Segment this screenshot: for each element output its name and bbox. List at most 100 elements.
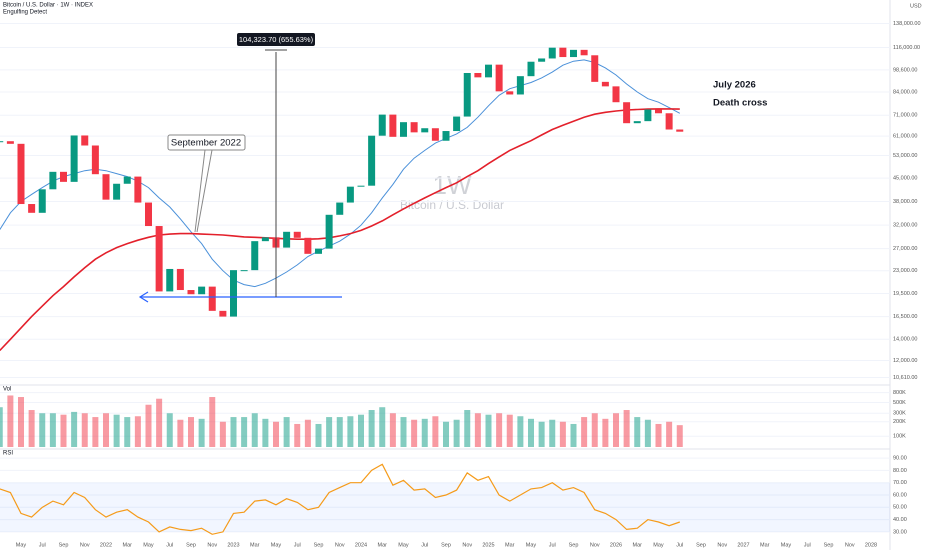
- volume-bar: [517, 416, 524, 447]
- x-tick-label: Sep: [824, 542, 834, 548]
- candle: [70, 135, 78, 182]
- y-tick-label: 12,000.00: [893, 358, 917, 364]
- candle: [28, 204, 36, 213]
- y-tick-label: 80.00: [893, 468, 907, 474]
- volume-bar: [453, 419, 460, 447]
- candle: [102, 174, 110, 200]
- y-tick-label: 71,000.00: [893, 113, 917, 119]
- x-tick-label: 2028: [865, 542, 877, 548]
- x-tick-label: Sep: [314, 542, 324, 548]
- volume-bar: [464, 410, 471, 447]
- candle: [633, 121, 641, 124]
- candle: [559, 47, 567, 58]
- candle: [17, 143, 25, 205]
- watermark-symbol: Bitcoin / U.S. Dollar: [400, 198, 504, 212]
- volume-bar: [559, 421, 566, 447]
- x-tick-label: 2022: [100, 542, 112, 548]
- x-tick-label: May: [16, 542, 27, 548]
- candle: [166, 268, 174, 292]
- candle: [612, 86, 620, 103]
- x-tick-label: Nov: [80, 542, 90, 548]
- y-tick-label: 50.00: [893, 505, 907, 511]
- volume-bar: [28, 410, 35, 447]
- candle: [357, 185, 365, 187]
- volume-bar: [538, 421, 545, 447]
- volume-bar: [591, 413, 598, 447]
- candle: [378, 114, 386, 136]
- volume-bar: [294, 423, 301, 447]
- x-tick-label: Mar: [760, 542, 770, 548]
- volume-bar: [39, 413, 46, 447]
- x-tick-label: 2027: [737, 542, 749, 548]
- moving-average: [0, 59, 681, 288]
- candle: [208, 286, 216, 311]
- x-tick-label: 2023: [227, 542, 239, 548]
- y-tick-label: 84,000.00: [893, 89, 917, 95]
- x-tick-label: Jul: [39, 542, 46, 548]
- volume-bar: [134, 416, 141, 447]
- rsi-title: RSI: [3, 451, 13, 457]
- candle: [293, 231, 301, 238]
- candle: [113, 183, 121, 200]
- candle: [442, 131, 450, 141]
- candle: [240, 270, 248, 272]
- volume-bar: [262, 418, 269, 447]
- volume-bar: [368, 410, 375, 447]
- candle: [676, 129, 684, 132]
- candle: [230, 270, 237, 317]
- candle: [198, 286, 206, 295]
- volume-bar: [389, 413, 396, 447]
- candle: [644, 109, 652, 122]
- volume-bar: [581, 417, 588, 447]
- x-tick-label: May: [653, 542, 664, 548]
- volume-bar: [113, 414, 120, 447]
- candle: [410, 122, 418, 133]
- volume-bar: [676, 425, 683, 447]
- y-tick-label: 38,000.00: [893, 199, 917, 205]
- volume-bar: [60, 414, 67, 447]
- volume-bar: [273, 421, 279, 447]
- y-tick-label: 45,000.00: [893, 176, 917, 182]
- candle: [665, 113, 673, 130]
- volume-bar: [358, 414, 364, 447]
- x-tick-label: Nov: [335, 542, 345, 548]
- y-tick-label: 40.00: [893, 517, 907, 523]
- candle: [81, 135, 89, 146]
- note-event: Death cross: [713, 98, 767, 109]
- candle: [601, 81, 609, 87]
- x-tick-label: Mar: [633, 542, 643, 548]
- x-tick-label: May: [781, 542, 792, 548]
- moving-average: [0, 108, 680, 352]
- y-tick-label: 60.00: [893, 492, 907, 498]
- y-tick-label: 30.00: [893, 529, 907, 535]
- candle: [219, 310, 227, 317]
- x-tick-label: Jul: [294, 542, 301, 548]
- y-tick-label: 116,000.00: [893, 45, 920, 51]
- candle: [325, 214, 333, 249]
- volume-bar: [251, 413, 258, 447]
- measure-box: [237, 33, 315, 46]
- candle: [506, 91, 514, 95]
- volume-bar: [103, 413, 109, 447]
- candle: [421, 128, 429, 133]
- x-tick-label: Jul: [166, 542, 173, 548]
- volume-bar: [411, 419, 418, 447]
- x-tick-label: Sep: [59, 542, 69, 548]
- x-tick-label: Nov: [717, 542, 727, 548]
- x-tick-label: Sep: [186, 542, 196, 548]
- x-tick-label: Mar: [378, 542, 388, 548]
- volume-bar: [474, 413, 481, 447]
- candle: [495, 64, 503, 92]
- volume-bar: [602, 418, 609, 447]
- x-tick-label: Mar: [505, 542, 515, 548]
- volume-bar: [315, 423, 322, 447]
- volume-bar: [304, 419, 311, 447]
- volume-bar: [209, 397, 216, 447]
- x-tick-label: May: [271, 542, 282, 548]
- volume-bar: [219, 421, 226, 447]
- volume-bar: [188, 417, 194, 447]
- y-tick-label: 61,000.00: [893, 134, 917, 140]
- volume-title: Vol: [3, 387, 11, 393]
- y-tick-label: 19,500.00: [893, 291, 917, 297]
- callout-box: [167, 134, 246, 151]
